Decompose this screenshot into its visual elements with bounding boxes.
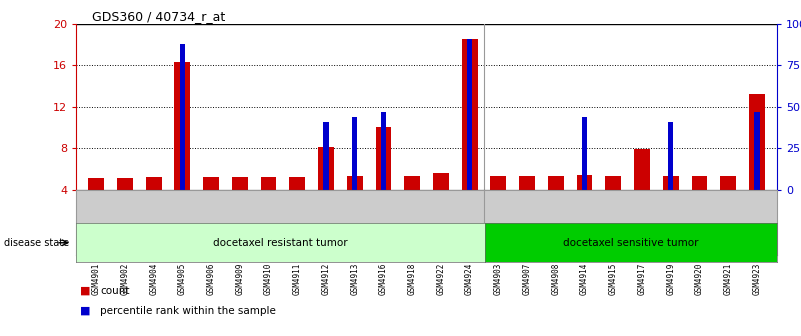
Bar <box>461 39 477 190</box>
Bar <box>318 147 334 190</box>
Bar <box>754 112 759 190</box>
Bar <box>691 176 707 190</box>
Bar <box>577 175 593 190</box>
Bar <box>151 190 156 200</box>
Bar <box>662 176 678 190</box>
Bar <box>668 122 674 190</box>
Bar <box>749 94 765 190</box>
Bar <box>405 176 420 190</box>
Text: percentile rank within the sample: percentile rank within the sample <box>100 306 276 316</box>
Bar <box>726 190 731 200</box>
Text: ■: ■ <box>80 286 91 296</box>
Text: ■: ■ <box>80 306 91 316</box>
Bar <box>324 122 328 190</box>
Text: docetaxel sensitive tumor: docetaxel sensitive tumor <box>563 238 698 248</box>
Bar <box>634 149 650 190</box>
Text: disease state: disease state <box>4 238 69 248</box>
Bar <box>438 190 444 200</box>
Bar <box>146 177 162 190</box>
Bar <box>117 178 133 190</box>
Bar <box>639 190 645 200</box>
Bar <box>175 62 191 190</box>
Bar <box>123 190 127 200</box>
Bar <box>88 178 104 190</box>
Bar <box>208 190 214 200</box>
Bar <box>179 44 185 190</box>
Text: GDS360 / 40734_r_at: GDS360 / 40734_r_at <box>92 10 225 23</box>
Bar <box>376 127 392 190</box>
Text: count: count <box>100 286 130 296</box>
Bar <box>409 190 415 200</box>
Bar <box>260 177 276 190</box>
Bar <box>697 190 702 200</box>
Bar <box>295 190 300 200</box>
Bar <box>433 173 449 190</box>
Bar <box>94 190 99 200</box>
Bar <box>289 177 305 190</box>
Bar <box>496 190 501 200</box>
Bar <box>380 112 386 190</box>
Bar <box>490 176 506 190</box>
Bar <box>237 190 243 200</box>
Bar <box>266 190 272 200</box>
Bar <box>525 190 529 200</box>
Bar <box>203 177 219 190</box>
Bar <box>232 177 248 190</box>
Bar <box>519 176 535 190</box>
Bar <box>720 176 736 190</box>
Text: docetaxel resistant tumor: docetaxel resistant tumor <box>213 238 348 248</box>
Bar <box>606 176 621 190</box>
Bar <box>553 190 558 200</box>
Bar <box>347 176 363 190</box>
Bar <box>582 117 587 190</box>
Bar <box>352 117 357 190</box>
Bar <box>610 190 616 200</box>
Bar <box>467 39 473 190</box>
Bar <box>548 176 564 190</box>
